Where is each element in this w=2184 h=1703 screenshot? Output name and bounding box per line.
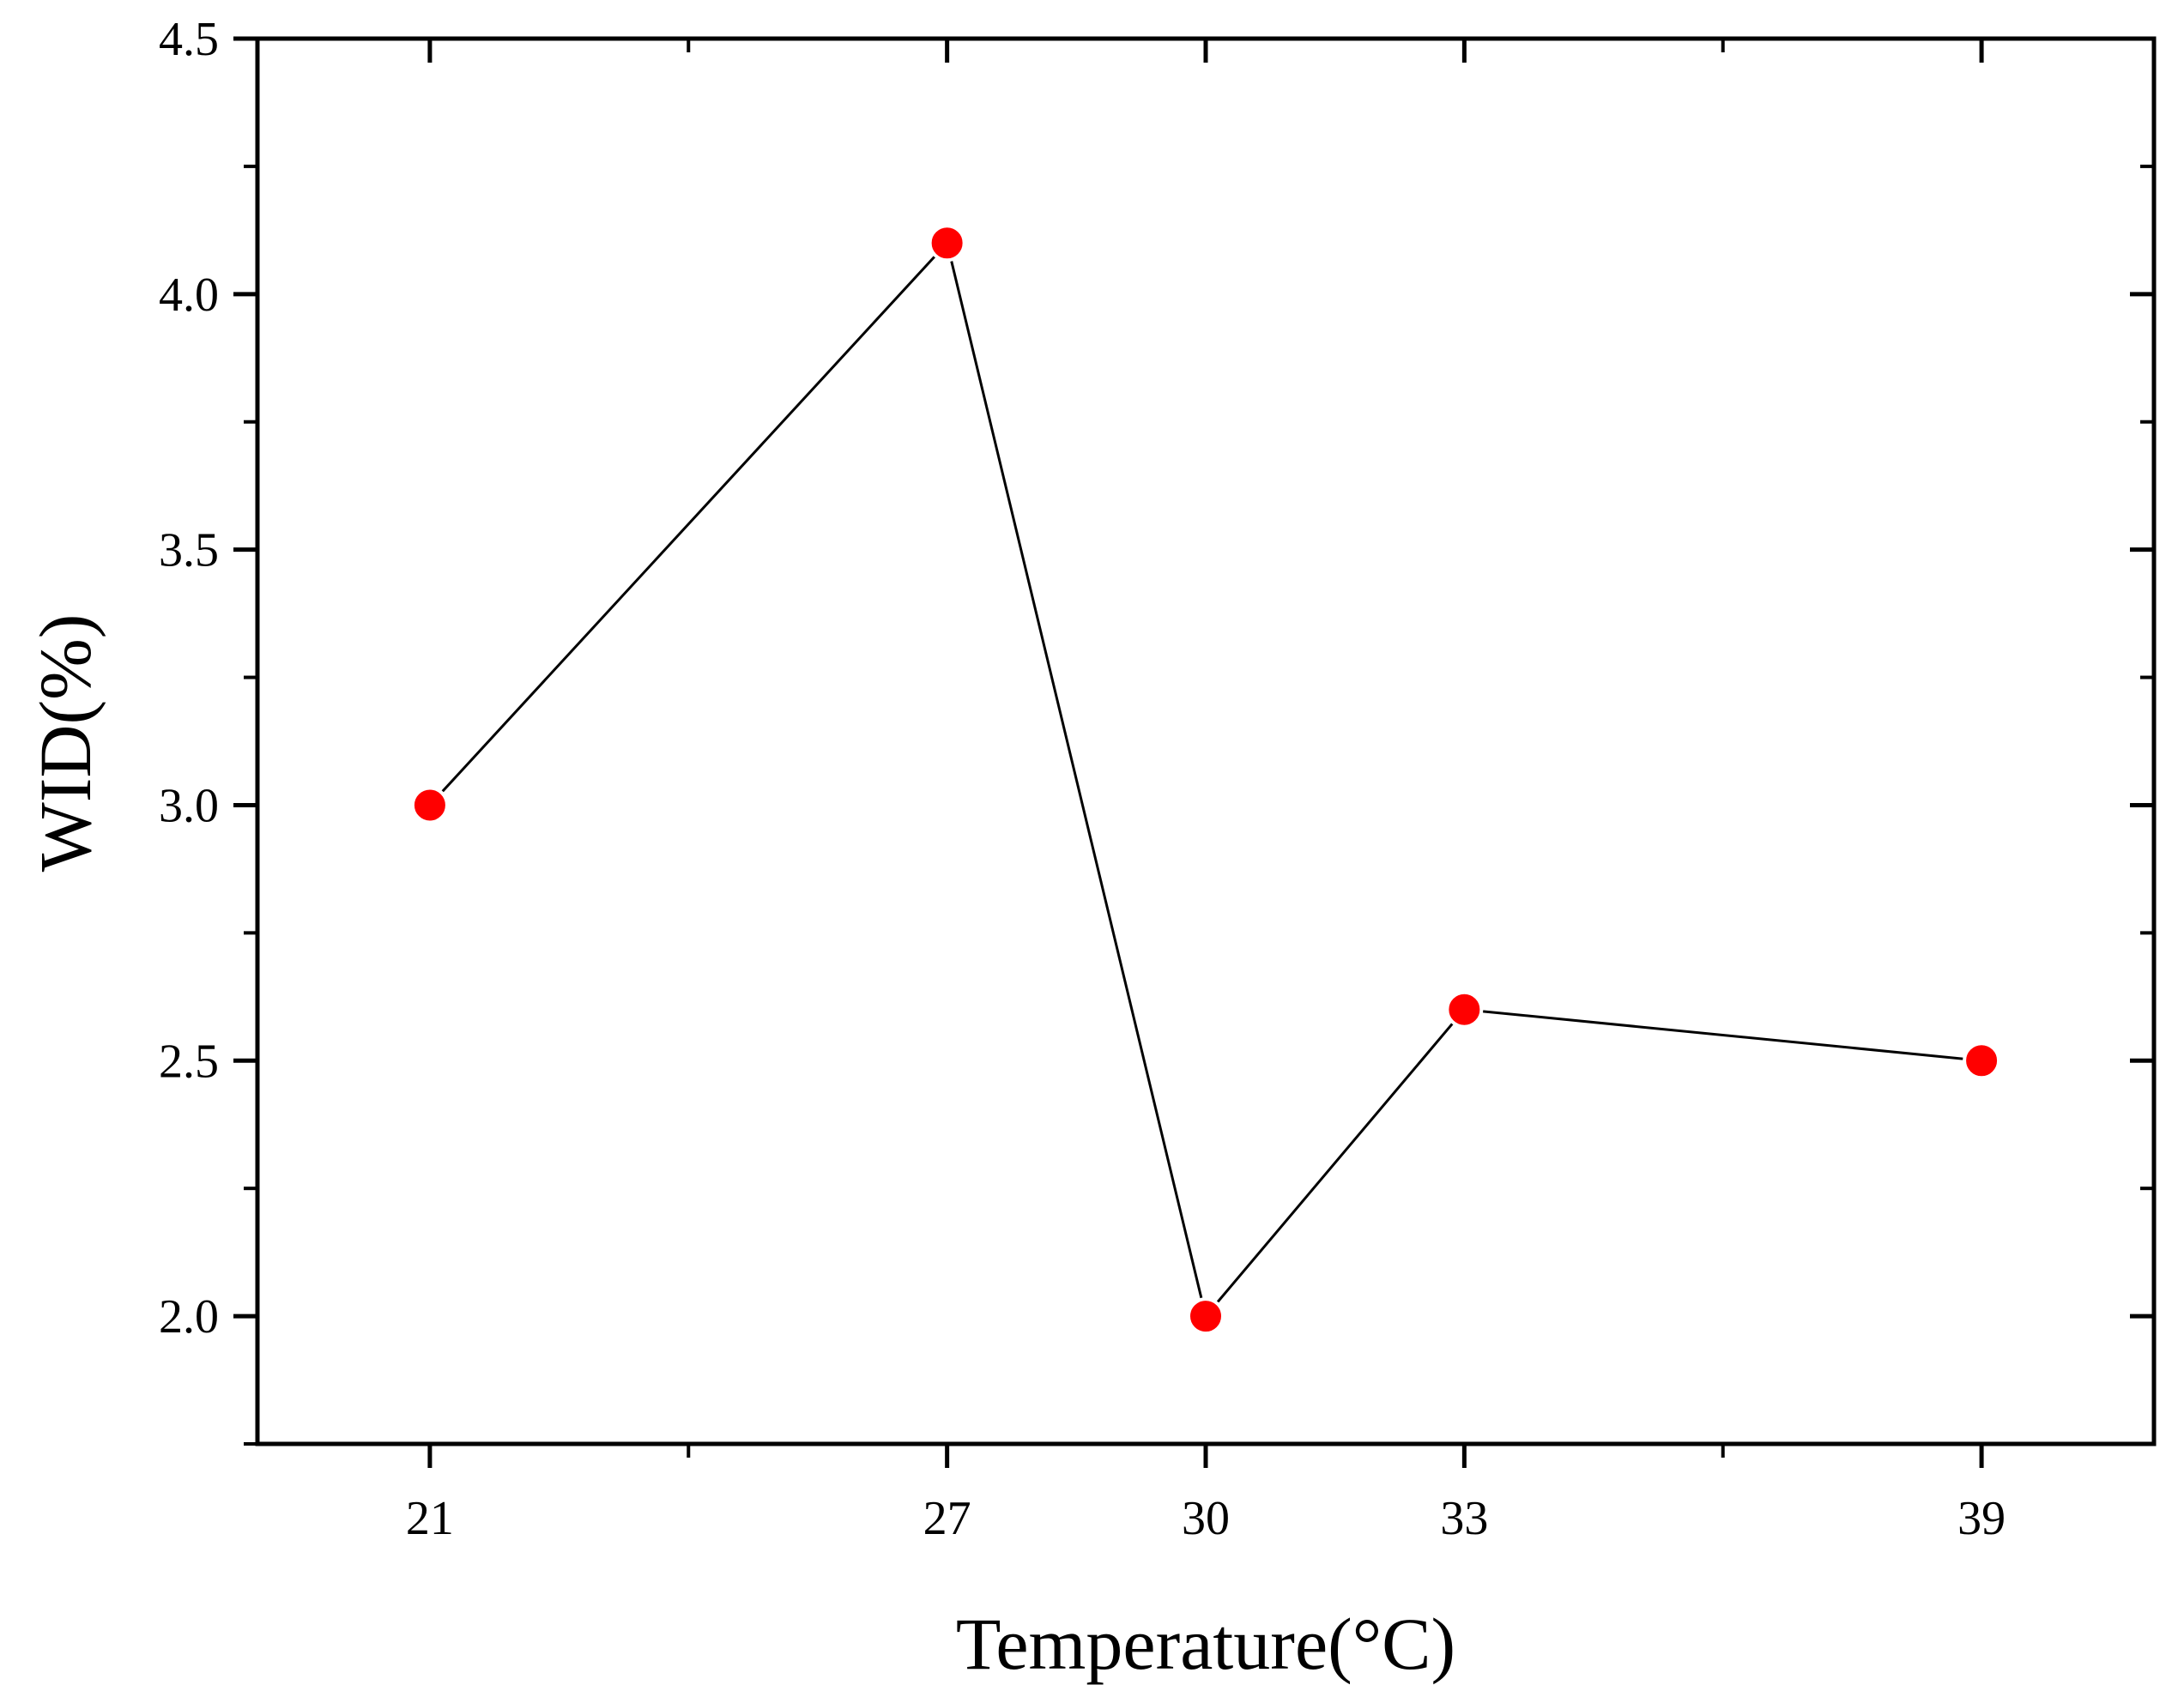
data-point [1187,1297,1225,1336]
y-axis-ticks: 2.0 2.5 3.0 3.5 4.0 4.5 [159,13,2154,1446]
x-tick-label: 30 [1182,1492,1230,1545]
x-tick-label: 21 [406,1492,454,1545]
series-line-segment [428,242,948,806]
x-tick-label: 27 [923,1492,971,1545]
y-tick-label: 3.5 [159,524,219,577]
data-point [410,786,449,824]
y-tick-label: 3.0 [159,779,219,832]
x-axis-ticks: 21 27 30 33 39 [406,39,2006,1545]
data-point [928,224,966,263]
plot-frame [255,36,2157,1446]
y-axis-title: WID(%) [24,614,106,873]
data-point [1445,990,1484,1029]
y-tick-label: 4.0 [159,269,219,322]
y-tick-label: 2.5 [159,1035,219,1088]
series-line-segment [1464,1008,1982,1062]
y-tick-label: 4.5 [159,13,219,66]
x-tick-label: 33 [1440,1492,1488,1545]
y-tick-label: 2.0 [159,1290,219,1344]
x-axis-title: Temperature(°C) [956,1603,1455,1685]
series-line-segment [946,242,1207,1317]
data-point [1963,1042,2001,1080]
series-line-segment [1204,1008,1466,1318]
series-points-group [410,224,2001,1336]
series-line-group [428,242,1982,1318]
x-tick-label: 39 [1957,1492,2006,1545]
